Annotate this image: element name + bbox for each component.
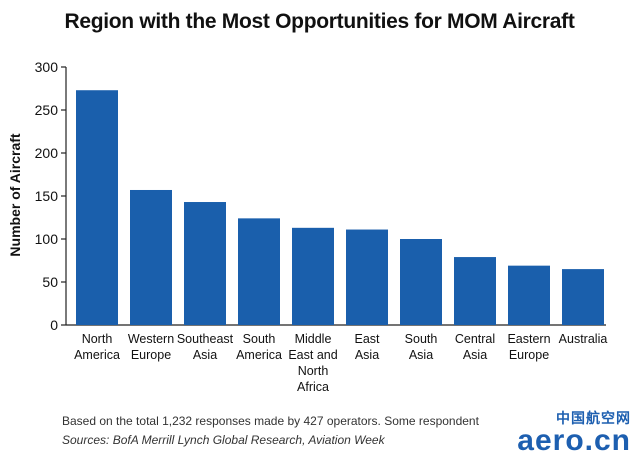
footnote-sources: Sources: BofA Merrill Lynch Global Resea…: [62, 433, 385, 447]
bar: [292, 227, 334, 325]
y-tick-label: 200: [35, 145, 59, 161]
x-tick-label: South: [243, 332, 276, 346]
x-tick-label: Eastern: [507, 332, 550, 346]
x-tick-label: East: [354, 332, 380, 346]
y-axis-label: Number of Aircraft: [7, 133, 23, 257]
x-tick-label: North: [82, 332, 113, 346]
x-tick-label: East and: [288, 348, 337, 362]
watermark-en: aero.cn: [517, 424, 631, 457]
x-tick-label: America: [236, 348, 282, 362]
watermark-logo: 中国航空网 aero.cn: [517, 408, 631, 457]
y-tick-label: 150: [35, 188, 59, 204]
x-ticks: North America Western Europe Southeast Asia So…: [74, 332, 607, 394]
x-tick-label: Asia: [193, 348, 217, 362]
x-tick-label: Europe: [509, 348, 549, 362]
x-tick-label: Africa: [297, 380, 329, 394]
x-tick-label: America: [74, 348, 120, 362]
x-tick-label: North: [298, 364, 329, 378]
x-tick-label: Europe: [131, 348, 171, 362]
y-tick-label: 50: [42, 274, 58, 290]
y-tick-label: 250: [35, 102, 59, 118]
x-tick-label: Central: [455, 332, 495, 346]
watermark-cn: 中国航空网: [556, 411, 631, 427]
bar: [400, 239, 442, 325]
x-tick-label: Australia: [559, 332, 608, 346]
x-tick-label: Western: [128, 332, 174, 346]
x-tick-label: Asia: [355, 348, 379, 362]
chart-title: Region with the Most Opportunities for M…: [64, 10, 575, 33]
x-tick-label: Asia: [409, 348, 433, 362]
y-ticks: 0 50 100 150 200 250 300: [35, 59, 66, 333]
x-tick-label: Asia: [463, 348, 487, 362]
y-tick-label: 300: [35, 59, 59, 75]
bar: [184, 202, 226, 325]
bar: [346, 229, 388, 325]
bars: [76, 90, 604, 325]
bar: [454, 257, 496, 325]
footnote-note: Based on the total 1,232 responses made …: [62, 414, 479, 428]
bar: [562, 269, 604, 325]
bar: [508, 265, 550, 325]
x-tick-label: South: [405, 332, 438, 346]
y-tick-label: 100: [35, 231, 59, 247]
x-tick-label: Southeast: [177, 332, 234, 346]
bar: [76, 90, 118, 325]
y-tick-label: 0: [50, 317, 58, 333]
bar: [130, 189, 172, 325]
x-tick-label: Middle: [295, 332, 332, 346]
bar: [238, 218, 280, 325]
